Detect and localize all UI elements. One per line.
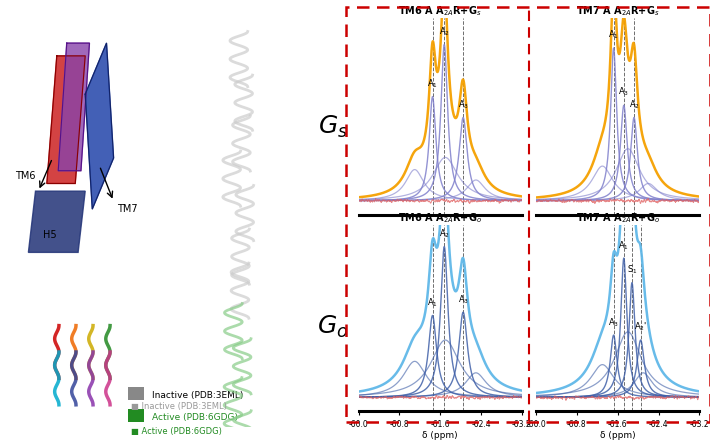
Text: A$_1$: A$_1$ <box>608 29 619 41</box>
Text: $G_s$: $G_s$ <box>318 114 348 139</box>
Text: A$_3$: A$_3$ <box>618 86 629 99</box>
Text: Inactive (PDB:3EML): Inactive (PDB:3EML) <box>152 391 243 400</box>
Title: TM7 A A$_{2A}$R+G$_{s}$: TM7 A A$_{2A}$R+G$_{s}$ <box>576 4 660 18</box>
Text: A$_2$: A$_2$ <box>439 25 449 37</box>
Polygon shape <box>85 43 114 209</box>
Bar <box>128 409 143 422</box>
Text: ■ Inactive (PDB:3EML): ■ Inactive (PDB:3EML) <box>131 403 227 411</box>
Text: ■ Active (PDB:6GDG): ■ Active (PDB:6GDG) <box>131 427 222 436</box>
Polygon shape <box>58 43 89 171</box>
Text: TM7: TM7 <box>117 204 138 214</box>
Text: A$_3$: A$_3$ <box>458 293 469 306</box>
Text: A$_2$: A$_2$ <box>439 227 449 240</box>
Text: A$_2$: A$_2$ <box>628 98 640 110</box>
Text: A$_3$: A$_3$ <box>458 98 469 110</box>
Text: Active (PDB:6GDG): Active (PDB:6GDG) <box>152 413 238 422</box>
Text: A$_1$: A$_1$ <box>427 77 438 90</box>
Text: H5: H5 <box>43 230 57 239</box>
Text: $G_o$: $G_o$ <box>317 314 348 340</box>
Title: TM6 A A$_{2A}$R+G$_{s}$: TM6 A A$_{2A}$R+G$_{s}$ <box>398 4 482 18</box>
Title: TM7 A A$_{2A}$R+G$_{o}$: TM7 A A$_{2A}$R+G$_{o}$ <box>576 211 660 225</box>
Text: A$_3$: A$_3$ <box>608 316 619 329</box>
Title: TM6 A A$_{2A}$R+G$_{o}$: TM6 A A$_{2A}$R+G$_{o}$ <box>398 211 482 225</box>
Text: A$_1$: A$_1$ <box>618 239 629 252</box>
Polygon shape <box>47 56 85 183</box>
Bar <box>128 387 143 400</box>
Text: A$_1$: A$_1$ <box>427 297 438 309</box>
Text: S$_1$: S$_1$ <box>627 264 638 276</box>
Text: A$_2$': A$_2$' <box>634 321 648 334</box>
Text: TM6: TM6 <box>16 171 36 181</box>
X-axis label: δ (ppm): δ (ppm) <box>600 431 635 440</box>
X-axis label: δ (ppm): δ (ppm) <box>422 431 458 440</box>
Polygon shape <box>28 191 85 253</box>
